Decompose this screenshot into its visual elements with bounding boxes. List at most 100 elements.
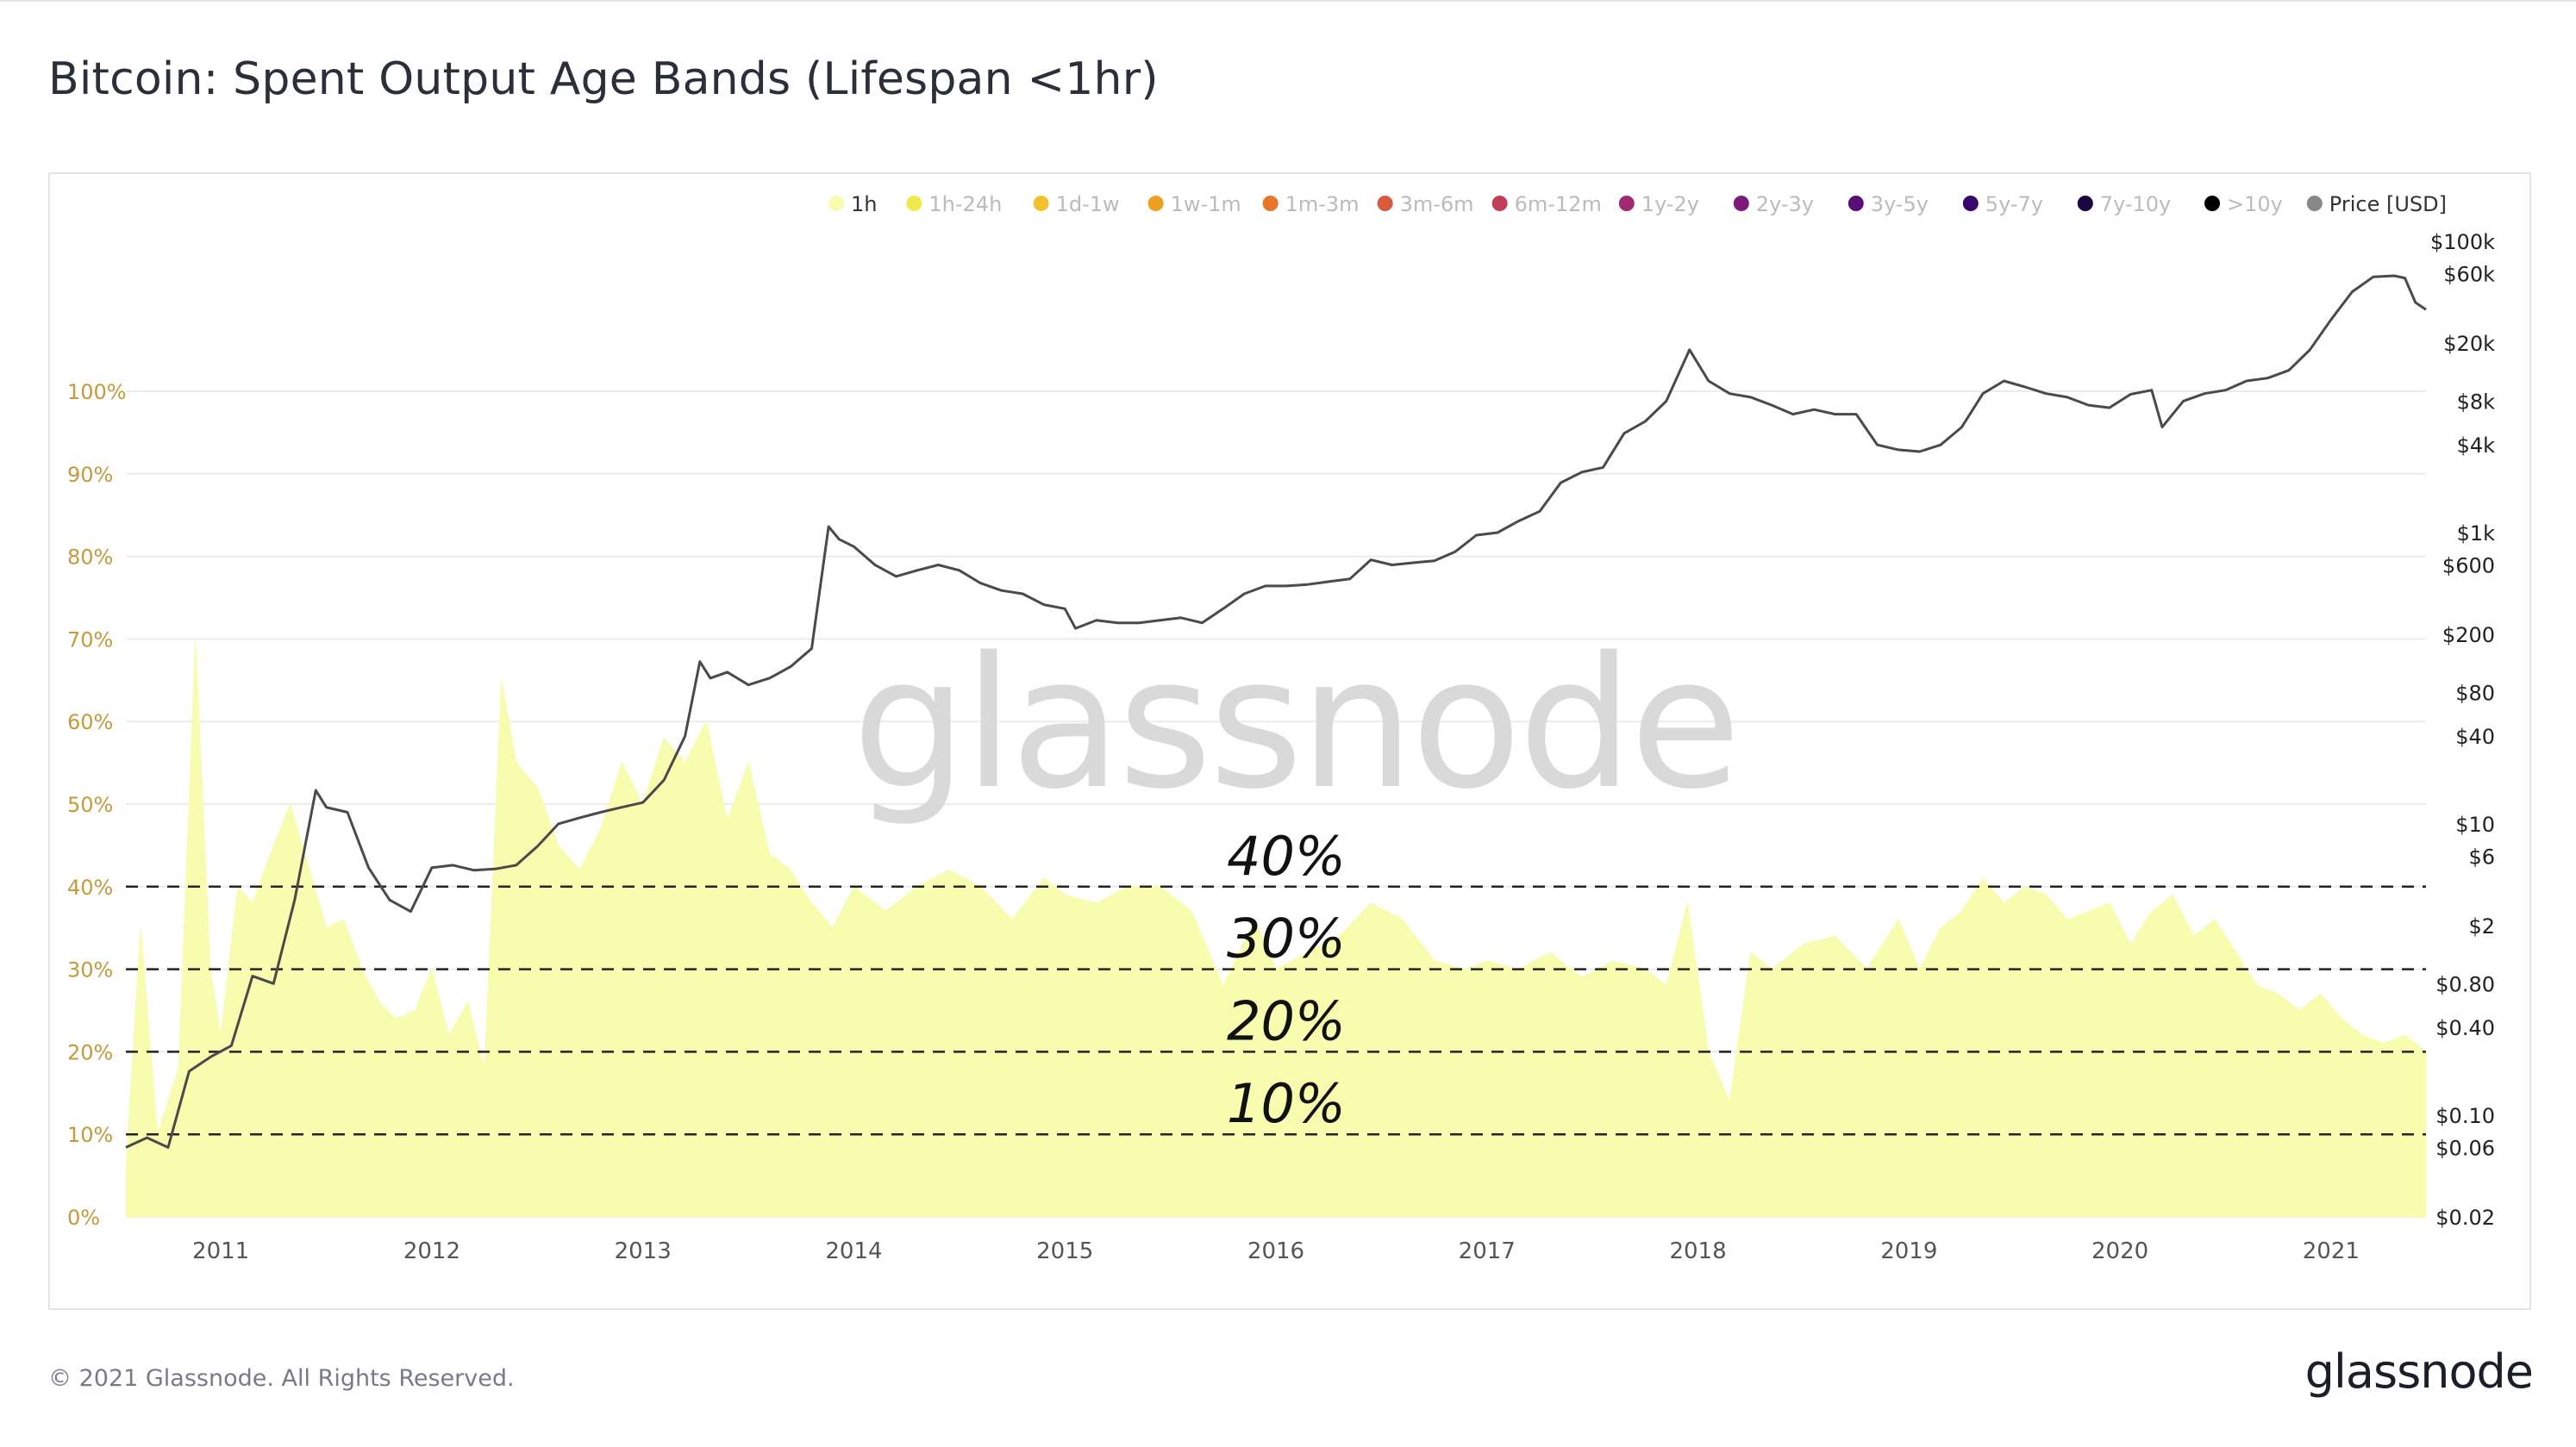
y-right-tick-1: $60k xyxy=(2443,262,2495,286)
y-right-tick-0: $100k xyxy=(2430,230,2495,254)
y-left-tick-50: 50% xyxy=(67,793,113,817)
legend-swatch-5 xyxy=(1377,196,1393,211)
reference-lines: 40% 30% 20% 10% xyxy=(126,825,2426,1136)
legend-item-8[interactable]: 2y-3y xyxy=(1733,192,1814,216)
y-left-axis: 0% 10% 20% 30% 40% 50% 60% 70% 80% 90% 100% xyxy=(67,380,127,1230)
legend-swatch-13 xyxy=(2306,196,2323,211)
reference-label-10: 10% xyxy=(1227,1072,1346,1135)
reference-label-40: 40% xyxy=(1227,825,1346,888)
legend-item-1[interactable]: 1h-24h xyxy=(906,192,1002,216)
legend-item-12[interactable]: >10y xyxy=(2204,192,2283,216)
y-left-tick-70: 70% xyxy=(67,627,113,652)
legend-label-11: 7y-10y xyxy=(2100,192,2171,216)
y-right-tick-14: $0.40 xyxy=(2435,1016,2495,1040)
reference-label-30: 30% xyxy=(1227,907,1346,970)
y-right-tick-17: $0.02 xyxy=(2435,1206,2495,1230)
legend-item-9[interactable]: 3y-5y xyxy=(1848,192,1929,216)
y-right-tick-16: $0.06 xyxy=(2435,1136,2495,1160)
legend-label-12: >10y xyxy=(2227,192,2283,216)
legend-item-4[interactable]: 1m-3m xyxy=(1262,192,1360,216)
y-right-tick-10: $10 xyxy=(2455,813,2495,837)
legend-label-4: 1m-3m xyxy=(1285,192,1360,216)
y-right-tick-15: $0.10 xyxy=(2435,1104,2495,1128)
legend-label-8: 2y-3y xyxy=(1756,192,1814,216)
x-tick-2021: 2021 xyxy=(2303,1238,2360,1264)
legend-label-9: 3y-5y xyxy=(1871,192,1929,216)
x-tick-2019: 2019 xyxy=(1880,1238,1937,1264)
y-right-axis: $100k $60k $20k $8k $4k $1k $600 $200 $80 $40 $10 $… xyxy=(2430,230,2495,1230)
y-right-tick-7: $200 xyxy=(2442,623,2495,647)
y-left-tick-60: 60% xyxy=(67,710,113,734)
chart-canvas: glassnode 40% 30% 20% 10% 0% 10% 20% 30% 40% 50%… xyxy=(67,192,2495,1264)
x-tick-2020: 2020 xyxy=(2091,1238,2148,1264)
price-line xyxy=(125,274,2427,1149)
y-left-tick-20: 20% xyxy=(67,1040,113,1064)
legend-label-7: 1y-2y xyxy=(1641,192,1699,216)
x-tick-2011: 2011 xyxy=(192,1238,249,1264)
x-tick-2016: 2016 xyxy=(1247,1238,1304,1264)
y-right-tick-11: $6 xyxy=(2468,845,2495,869)
footer-copyright: © 2021 Glassnode. All Rights Reserved. xyxy=(48,1365,515,1392)
y-right-tick-8: $80 xyxy=(2455,681,2495,705)
legend-label-2: 1d-1w xyxy=(1056,192,1120,216)
legend-item-11[interactable]: 7y-10y xyxy=(2077,192,2171,216)
y-right-tick-3: $8k xyxy=(2457,390,2496,414)
watermark: glassnode xyxy=(852,618,1741,829)
legend-item-3[interactable]: 1w-1m xyxy=(1147,192,1241,216)
x-axis: 2011 2012 2013 2014 2015 2016 2017 2018 2019 2020… xyxy=(192,1238,2360,1264)
legend-swatch-12 xyxy=(2204,196,2220,211)
footer-logo: glassnode xyxy=(2304,1344,2534,1399)
legend-item-13[interactable]: Price [USD] xyxy=(2306,192,2447,216)
area-path xyxy=(125,639,2427,1218)
legend-swatch-1 xyxy=(906,196,922,211)
legend-item-2[interactable]: 1d-1w xyxy=(1033,192,1120,216)
reference-label-20: 20% xyxy=(1227,989,1346,1052)
legend-label-0: 1h xyxy=(851,192,877,216)
legend-swatch-4 xyxy=(1262,196,1279,211)
x-tick-2013: 2013 xyxy=(615,1238,672,1264)
y-right-tick-12: $2 xyxy=(2468,914,2495,939)
legend-swatch-6 xyxy=(1491,196,1508,211)
legend-label-3: 1w-1m xyxy=(1171,192,1241,216)
legend-item-10[interactable]: 5y-7y xyxy=(1962,192,2043,216)
area-series-1h xyxy=(125,639,2427,1218)
y-right-tick-9: $40 xyxy=(2455,725,2495,749)
top-rule xyxy=(0,0,2576,2)
x-tick-2014: 2014 xyxy=(825,1238,882,1264)
legend-label-5: 3m-6m xyxy=(1400,192,1474,216)
legend-swatch-10 xyxy=(1962,196,1979,211)
y-left-tick-0: 0% xyxy=(67,1206,100,1230)
price-series xyxy=(125,274,2427,1149)
y-right-tick-4: $4k xyxy=(2457,433,2496,458)
legend-item-5[interactable]: 3m-6m xyxy=(1377,192,1474,216)
x-tick-2015: 2015 xyxy=(1036,1238,1093,1264)
y-right-tick-2: $20k xyxy=(2443,332,2495,356)
legend-swatch-9 xyxy=(1848,196,1864,211)
legend-item-0[interactable]: 1h xyxy=(828,192,877,216)
legend-swatch-7 xyxy=(1618,196,1635,211)
chart-frame: glassnode 40% 30% 20% 10% 0% 10% 20% 30% 40% 50%… xyxy=(48,172,2531,1310)
y-left-tick-10: 10% xyxy=(67,1123,113,1147)
y-left-tick-90: 90% xyxy=(67,463,113,487)
legend-label-13: Price [USD] xyxy=(2329,192,2447,216)
legend[interactable]: 1h 1h-24h 1d-1w 1w-1m 1m-3m 3m-6m 6m-12m 1y-2y 2… xyxy=(828,192,2447,216)
legend-swatch-0 xyxy=(828,196,844,211)
legend-label-1: 1h-24h xyxy=(928,192,1002,216)
y-right-tick-6: $600 xyxy=(2442,553,2495,577)
y-right-tick-5: $1k xyxy=(2457,521,2496,546)
y-left-tick-100: 100% xyxy=(67,380,127,404)
legend-swatch-3 xyxy=(1147,196,1164,211)
legend-label-10: 5y-7y xyxy=(1985,192,2043,216)
legend-item-6[interactable]: 6m-12m xyxy=(1491,192,1602,216)
page-title: Bitcoin: Spent Output Age Bands (Lifespa… xyxy=(48,53,1159,105)
y-left-tick-80: 80% xyxy=(67,546,113,570)
legend-swatch-2 xyxy=(1033,196,1049,211)
legend-swatch-8 xyxy=(1733,196,1749,211)
y-right-tick-13: $0.80 xyxy=(2435,972,2495,996)
watermark-text: glassnode xyxy=(852,618,1737,829)
legend-item-7[interactable]: 1y-2y xyxy=(1618,192,1699,216)
y-left-tick-40: 40% xyxy=(67,876,113,900)
x-tick-2017: 2017 xyxy=(1459,1238,1516,1264)
y-left-tick-30: 30% xyxy=(67,958,113,982)
legend-label-6: 6m-12m xyxy=(1515,192,1602,216)
